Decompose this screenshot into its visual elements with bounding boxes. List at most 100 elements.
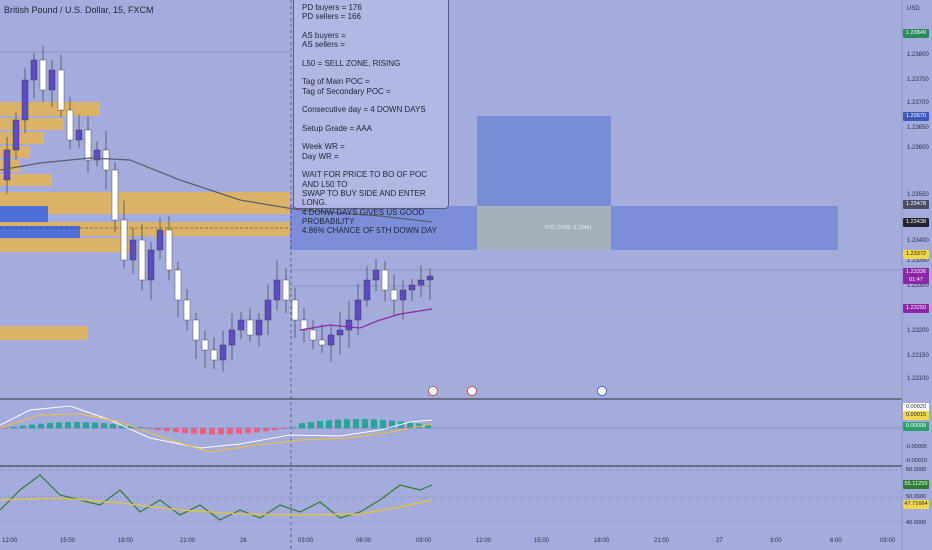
rsi-axis-label: 55.11259 (903, 480, 929, 489)
macd-bar (335, 419, 341, 429)
price-axis-label: 1.23150 (907, 353, 929, 359)
time-axis-label: 15:00 (60, 538, 76, 544)
candle (237, 319, 245, 331)
candle (66, 109, 74, 141)
candle (183, 299, 191, 321)
macd-bar (254, 428, 260, 433)
candle (228, 329, 236, 346)
candle (120, 219, 128, 261)
uk-flag-icon[interactable] (467, 386, 477, 396)
rsi-line (0, 474, 433, 521)
candle (417, 279, 425, 286)
time-axis-label: 21:00 (180, 538, 196, 544)
macd-bar (326, 420, 332, 429)
macd-bar (38, 423, 44, 429)
candle (372, 269, 380, 281)
candle (210, 349, 218, 361)
macd-bar (281, 428, 287, 429)
price-axis-label: 1.23100 (907, 376, 929, 382)
candle (273, 279, 281, 301)
candle (426, 275, 434, 281)
time-axis-label: 09:00 (880, 538, 896, 544)
macd-bar (56, 422, 62, 429)
macd-bar (92, 422, 98, 429)
candle (165, 229, 173, 271)
macd-bar (218, 428, 224, 435)
candle (102, 149, 110, 171)
macd-bar (83, 422, 89, 429)
poc-highlight (477, 206, 611, 250)
candle (300, 319, 308, 331)
poc-zone-label: POC ZONE (1.2346) (545, 225, 592, 231)
rsi-axis-label: 60.0000 (905, 467, 927, 473)
macd-axis-label: 0.00015 (903, 411, 929, 420)
macd-axis-label: 0.00020 (903, 403, 929, 412)
macd-bar (353, 419, 359, 429)
macd-bar (65, 422, 71, 429)
trade-note[interactable]: PD buyers = 176 PD sellers = 166 AS buye… (293, 0, 449, 235)
time-axis-label: 09:00 (416, 538, 432, 544)
macd-bar (11, 426, 17, 429)
price-tag: 1.23438 (903, 218, 929, 227)
candle (318, 339, 326, 346)
candle (174, 269, 182, 301)
macd-bar (245, 428, 251, 434)
us-flag-icon[interactable] (597, 386, 607, 396)
candle (129, 239, 137, 261)
macd-bar (362, 419, 368, 429)
time-axis-label: 3:00 (770, 538, 782, 544)
macd-bar (128, 425, 134, 429)
candle (192, 319, 200, 341)
macd-bar (407, 422, 413, 429)
candle (381, 269, 389, 291)
time-axis-label: 15:00 (534, 538, 550, 544)
candlesticks (3, 45, 434, 372)
price-axis-label: 1.23600 (907, 145, 929, 151)
note-line: WAIT FOR PRICE TO BO OF POC AND L50 TO S… (302, 170, 437, 236)
candle (48, 69, 56, 91)
macd-bar (173, 428, 179, 433)
macd-bar (380, 419, 386, 429)
price-axis-label: 1.23300 (907, 283, 929, 289)
macd-line (0, 405, 433, 449)
candle (219, 344, 227, 361)
note-line: AS buyers = AS sellers = (302, 30, 346, 50)
macd-bar (110, 423, 116, 429)
macd-histogram (2, 419, 431, 435)
candle (21, 79, 29, 121)
candle (345, 319, 353, 331)
macd-bar (155, 428, 161, 431)
price-tag: 1.23849 (903, 29, 929, 38)
time-axis-label: 27 (716, 538, 723, 544)
candle (147, 249, 155, 281)
time-axis-label: 06:00 (356, 538, 372, 544)
note-line: PD buyers = 176 PD sellers = 166 (302, 3, 362, 22)
price-axis-label: 1.23700 (907, 100, 929, 106)
candle (264, 299, 272, 321)
macd-axis-label: -0.00010 (904, 458, 928, 464)
candle (354, 299, 362, 321)
time-axis-label: 21:00 (654, 538, 670, 544)
rsi-axis-label: 50.0000 (905, 494, 927, 500)
rsi-axis-label: 47.71664 (903, 500, 929, 509)
time-axis-label: 12:00 (476, 538, 492, 544)
macd-bar (272, 428, 278, 431)
volume-profile (0, 102, 290, 340)
candle (111, 169, 119, 221)
macd-bar (29, 424, 35, 429)
macd-bar (182, 428, 188, 434)
lightning-event-icon[interactable] (428, 386, 438, 396)
candle (246, 319, 254, 336)
price-tag: 1.23336 01:47 (903, 268, 929, 284)
note-line: L50 = SELL ZONE, RISING (302, 58, 401, 68)
macd-bar (317, 421, 323, 429)
macd-bar (389, 420, 395, 429)
time-axis-label: 12:00 (2, 538, 18, 544)
rsi-average-line (0, 497, 433, 516)
macd-bar (191, 428, 197, 434)
time-axis-label: 03:00 (298, 538, 314, 544)
price-tag: 1.23372 (903, 250, 929, 259)
candle (390, 289, 398, 301)
price-axis-label: 1.23800 (907, 52, 929, 58)
